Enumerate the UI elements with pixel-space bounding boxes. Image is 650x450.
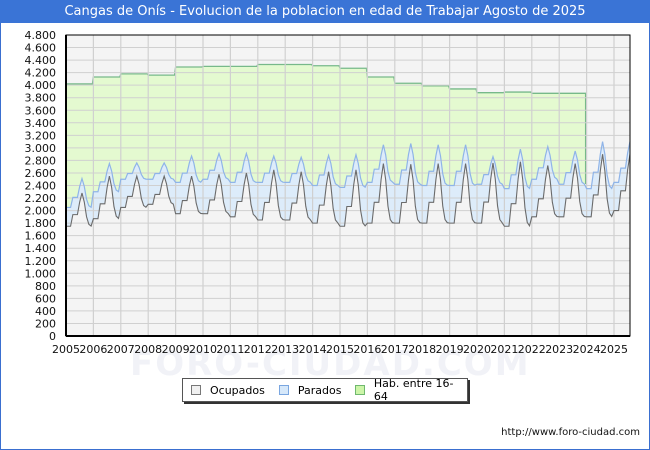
- x-tick-label: 2015: [326, 343, 354, 356]
- x-tick-label: 2016: [353, 343, 381, 356]
- x-tick-label: 2020: [463, 343, 491, 356]
- y-tick-label: 3.200: [25, 129, 57, 142]
- y-tick-label: 2.600: [25, 167, 57, 180]
- legend-item-hab: Hab. entre 16-64: [355, 377, 461, 403]
- x-tick-label: 2012: [244, 343, 272, 356]
- y-tick-label: 600: [35, 292, 56, 305]
- y-tick-label: 2.200: [25, 192, 57, 205]
- x-tick-label: 2017: [381, 343, 409, 356]
- legend-label-ocupados: Ocupados: [210, 383, 265, 397]
- legend-item-ocupados: Ocupados: [191, 384, 265, 397]
- x-tick-label: 2022: [518, 343, 546, 356]
- y-tick-label: 1.400: [25, 242, 57, 255]
- y-tick-label: 200: [35, 317, 56, 330]
- y-tick-label: 1.000: [25, 267, 57, 280]
- y-tick-label: 1.800: [25, 217, 57, 230]
- watermark: FORO-CIUDAD.COM: [130, 344, 531, 384]
- x-tick-label: 2008: [134, 343, 162, 356]
- y-tick-label: 0: [49, 330, 56, 343]
- x-tick-label: 2007: [107, 343, 135, 356]
- x-tick-label: 2009: [162, 343, 190, 356]
- y-tick-label: 2.000: [25, 205, 57, 218]
- legend-swatch-ocupados: [191, 385, 201, 395]
- y-tick-label: 4.800: [25, 29, 57, 42]
- y-tick-label: 2.800: [25, 154, 57, 167]
- x-tick-label: 2018: [408, 343, 436, 356]
- y-tick-label: 3.400: [25, 117, 57, 130]
- legend-label-parados: Parados: [297, 383, 342, 397]
- legend-item-parados: Parados: [278, 383, 342, 397]
- y-tick-label: 4.400: [25, 54, 57, 67]
- chart-legend: Ocupados Parados Hab. entre 16-64: [182, 377, 468, 403]
- y-tick-label: 4.000: [25, 79, 57, 92]
- y-tick-label: 4.200: [25, 67, 57, 80]
- y-tick-label: 3.800: [25, 92, 57, 105]
- y-tick-label: 3.600: [25, 104, 57, 117]
- x-tick-label: 2025: [600, 343, 628, 356]
- x-tick-label: 2011: [216, 343, 244, 356]
- legend-swatch-hab: [355, 385, 365, 395]
- source-link[interactable]: http://www.foro-ciudad.com: [501, 427, 640, 438]
- x-tick-label: 2021: [490, 343, 518, 356]
- chart-title: Cangas de Onís - Evolucion de la poblaci…: [0, 0, 650, 23]
- x-tick-label: 2005: [52, 343, 80, 356]
- x-tick-label: 2023: [545, 343, 573, 356]
- x-tick-label: 2013: [271, 343, 299, 356]
- x-tick-label: 2024: [573, 343, 601, 356]
- y-tick-label: 2.400: [25, 180, 57, 193]
- x-tick-label: 2010: [189, 343, 217, 356]
- legend-label-hab: Hab. entre 16-64: [373, 377, 454, 403]
- y-tick-label: 400: [35, 305, 56, 318]
- y-tick-label: 4.600: [25, 42, 57, 55]
- y-tick-label: 800: [35, 280, 56, 293]
- x-tick-label: 2019: [436, 343, 464, 356]
- y-tick-label: 1.200: [25, 255, 57, 268]
- x-tick-label: 2014: [299, 343, 327, 356]
- y-tick-label: 3.000: [25, 142, 57, 155]
- legend-swatch-parados: [278, 385, 289, 395]
- x-tick-label: 2006: [79, 343, 107, 356]
- y-tick-label: 1.600: [25, 230, 57, 243]
